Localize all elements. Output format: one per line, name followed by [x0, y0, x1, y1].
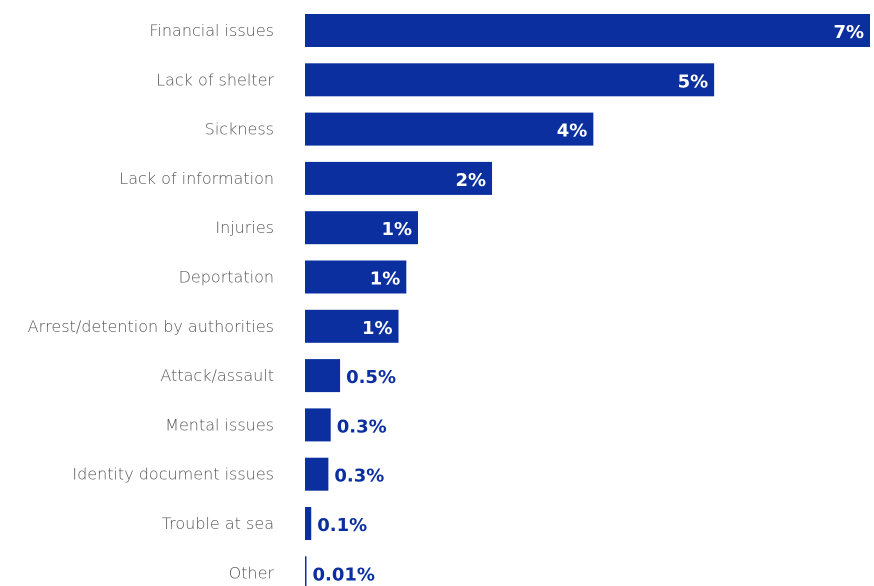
- value-label: 5%: [678, 71, 709, 92]
- value-labels: 7% 5% 4% 2% 1% 1% 1% 0.5% 0.3% 0.3% 0.1% 0.01%: [313, 22, 865, 585]
- bar: [305, 63, 715, 97]
- category-label: Lack of shelter: [156, 70, 274, 89]
- value-label: 1%: [370, 269, 401, 290]
- value-label: 0.1%: [317, 515, 367, 536]
- category-label: Financial issues: [149, 21, 274, 40]
- bar: [305, 211, 418, 245]
- category-label: Other: [229, 563, 275, 582]
- value-label: 0.01%: [313, 564, 375, 585]
- value-label: 7%: [833, 22, 864, 43]
- bar: [305, 260, 407, 294]
- category-label: Deportation: [179, 268, 274, 287]
- bar: [305, 112, 594, 146]
- value-label: 1%: [381, 219, 412, 240]
- category-label: Sickness: [205, 120, 274, 139]
- bar: [305, 359, 341, 393]
- value-label: 0.3%: [334, 466, 384, 487]
- bar: [305, 507, 312, 540]
- category-label: Trouble at sea: [162, 514, 274, 533]
- value-label: 1%: [362, 318, 393, 339]
- category-label: Attack/assault: [160, 366, 274, 385]
- category-labels: Financial issues Lack of shelter Sickness L…: [28, 21, 275, 582]
- value-label: 4%: [557, 121, 588, 142]
- value-label: 2%: [455, 170, 486, 191]
- bar: [305, 556, 307, 586]
- bar: [305, 408, 331, 442]
- bars: [305, 14, 870, 586]
- bar: [305, 14, 870, 47]
- category-label: Arrest/detention by authorities: [28, 317, 274, 336]
- category-label: Injuries: [215, 218, 274, 237]
- bar: [305, 457, 329, 491]
- value-label: 0.3%: [337, 416, 387, 437]
- category-label: Mental issues: [165, 415, 274, 434]
- value-label: 0.5%: [346, 367, 396, 388]
- bar: [305, 161, 493, 195]
- bar: [305, 309, 399, 343]
- category-label: Identity document issues: [72, 465, 274, 484]
- category-label: Lack of information: [119, 169, 274, 188]
